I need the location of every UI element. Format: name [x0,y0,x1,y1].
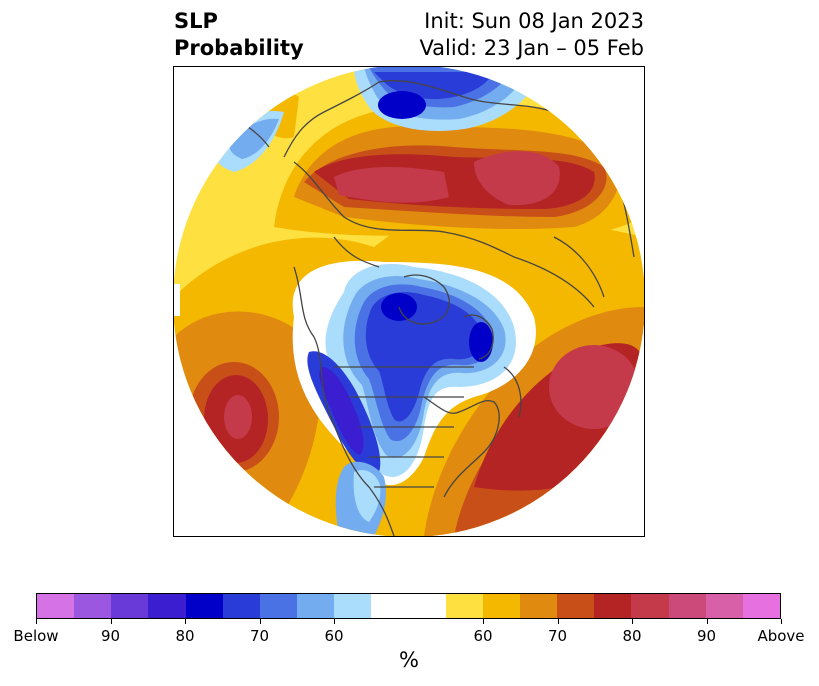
colorbar-tick-mark [781,619,782,624]
colorbar-segment [594,594,632,618]
colorbar-tick-mark [260,619,261,624]
field-neutral-edge [174,284,180,316]
colorbar-tick-label: 70 [249,627,270,645]
colorbar-segment [111,594,149,618]
colorbar-tick-label: 60 [324,627,344,645]
colorbar-segment [37,594,75,618]
title-variable: SLP [174,9,218,33]
colorbar-tick-mark [334,619,335,624]
field-above-85-siberia [334,167,449,203]
valid-range: Valid: 23 Jan – 05 Feb [419,36,644,60]
colorbar-segment [631,594,669,618]
colorbar-tick-label: 90 [100,627,121,645]
colorbar [36,593,781,619]
init-date: Init: Sun 08 Jan 2023 [424,9,644,33]
colorbar-tick-mark [707,619,708,624]
colorbar-segment [445,594,483,618]
field-above-85-atlantic [549,345,639,429]
colorbar-tick-mark [483,619,484,624]
colorbar-tick-label: 60 [473,627,493,645]
field-below-light-mexico [353,470,381,522]
colorbar-tick-label: 80 [175,627,195,645]
colorbar-segment [334,594,372,618]
colorbar-tick-label: 90 [696,627,717,645]
field-above-85-pacific [224,395,252,439]
colorbar-tick-mark [185,619,186,624]
colorbar-segment [297,594,335,618]
colorbar-segment [668,594,706,618]
colorbar-units: % [399,648,419,672]
colorbar-tick-label: 70 [547,627,568,645]
map-dates: Init: Sun 08 Jan 2023 Valid: 23 Jan – 05… [419,8,644,62]
colorbar-segment [259,594,298,618]
colorbar-segment [185,594,223,618]
colorbar-segment [557,594,595,618]
map-title: SLP Probability [174,8,304,62]
field-below-95-westcoast [319,367,364,455]
field-below-80-polar [365,292,483,422]
colorbar-segment [222,594,260,618]
title-product: Probability [174,36,304,60]
field-above-85-europe [474,151,560,206]
colorbar-tick-mark [558,619,559,624]
colorbar-tick-label: Above [757,627,805,645]
colorbar-tick-mark [36,619,37,624]
colorbar-segment [74,594,112,618]
colorbar-segment [520,594,558,618]
colorbar-tick-mark [632,619,633,624]
colorbar-segment [148,594,186,618]
colorbar-segment [742,594,781,618]
colorbar-segment [482,594,521,618]
colorbar-segment [705,594,743,618]
field-below-60-bering [228,118,279,159]
colorbar-tick-mark [111,619,112,624]
field-below-90-baffin [469,322,493,362]
colorbar-segment [371,594,446,618]
map-canvas [174,67,644,536]
colorbar-tick-label: Below [13,627,59,645]
polar-probability-map [173,66,645,537]
field-below-90-arctic [378,91,426,119]
colorbar-tick-label: 80 [622,627,642,645]
